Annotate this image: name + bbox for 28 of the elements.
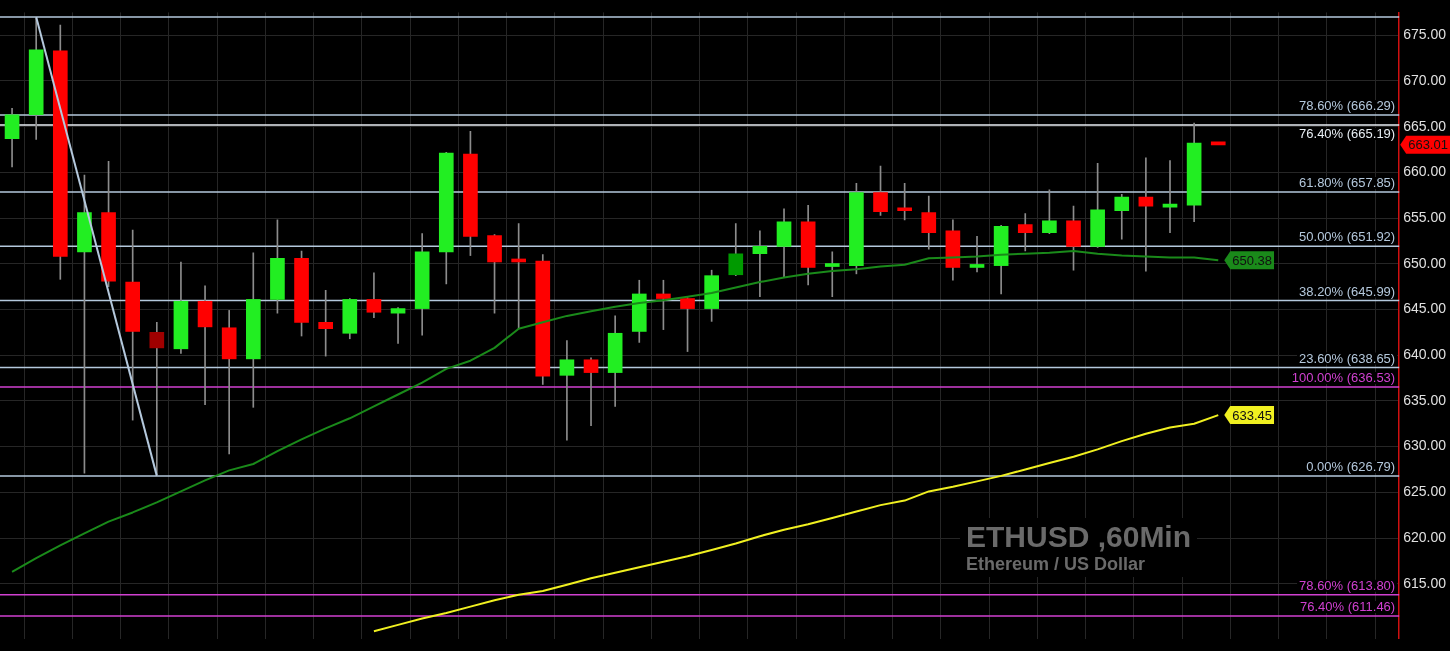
ref-line-label: 100.00% (636.53) — [1291, 370, 1396, 386]
y-tick-label: 615.00 — [1403, 574, 1447, 591]
ref-line-label: 50.00% (651.92) — [1299, 229, 1396, 245]
text: Ethereum / US Dollar — [966, 554, 1147, 575]
data-label: 650.38 — [1232, 252, 1273, 268]
text: ETHUSD ,60Min — [966, 520, 1192, 554]
ref-line-label: 78.60% (613.80) — [1299, 577, 1396, 593]
ref-line-label: 76.40% (665.19) — [1299, 126, 1396, 142]
ref-line-label: 61.80% (657.85) — [1299, 175, 1396, 191]
text: 663.01 — [1408, 137, 1448, 153]
y-tick-label: 640.00 — [1403, 346, 1447, 363]
y-tick-label: 655.00 — [1403, 208, 1447, 225]
y-tick-label: 625.00 — [1403, 483, 1447, 500]
y-tick-label: 645.00 — [1403, 300, 1447, 317]
ref-line-label: 38.20% (645.99) — [1299, 283, 1396, 299]
y-tick-label: 665.00 — [1403, 117, 1447, 134]
y-tick-label: 660.00 — [1403, 163, 1447, 180]
ref-line-label: 76.40% (611.46) — [1300, 599, 1396, 615]
y-tick-label: 635.00 — [1403, 391, 1447, 408]
ref-line-label: 78.60% (666.29) — [1299, 97, 1396, 113]
ref-line-label: 23.60% (638.65) — [1299, 350, 1396, 366]
ref-line-label: 0.00% (626.79) — [1306, 459, 1396, 475]
y-tick-label: 675.00 — [1403, 26, 1447, 43]
y-tick-label: 650.00 — [1403, 254, 1447, 271]
data-label: 633.45 — [1232, 407, 1273, 423]
y-tick-label: 670.00 — [1403, 71, 1447, 88]
y-tick-label: 620.00 — [1403, 528, 1447, 545]
y-tick-label: 630.00 — [1403, 437, 1447, 454]
